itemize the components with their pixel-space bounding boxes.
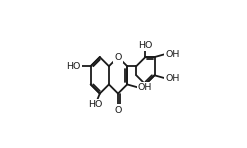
Text: OH: OH <box>165 50 180 59</box>
Text: HO: HO <box>66 62 81 71</box>
Text: O: O <box>114 53 122 62</box>
Text: OH: OH <box>165 74 180 83</box>
Text: HO: HO <box>138 41 153 50</box>
Text: OH: OH <box>138 83 152 92</box>
Text: O: O <box>114 106 122 115</box>
Text: HO: HO <box>88 100 103 109</box>
